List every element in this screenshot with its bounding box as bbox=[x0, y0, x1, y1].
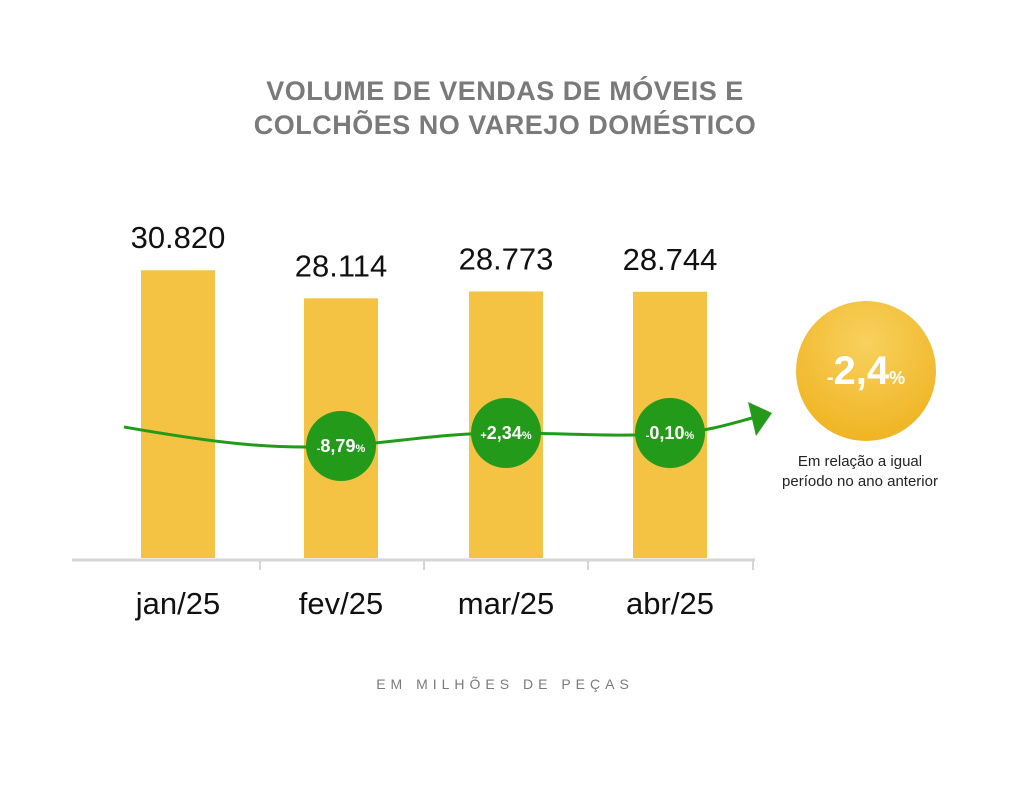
change-value-abr-25: 0,10 bbox=[649, 423, 684, 443]
change-label-fev-25: -8,79% bbox=[317, 436, 366, 456]
x-tick-label-mar-25: mar/25 bbox=[458, 586, 554, 621]
change-sign-abr-25: - bbox=[646, 430, 650, 442]
summary-sign: - bbox=[827, 367, 834, 389]
bars-group: 30.820 28.114 28.773 28.744 bbox=[131, 220, 718, 558]
change-value-fev-25: 8,79 bbox=[320, 436, 355, 456]
change-label-abr-25: -0,10% bbox=[646, 423, 695, 443]
x-tick-label-abr-25: abr/25 bbox=[626, 586, 714, 621]
trend-arrowhead bbox=[748, 402, 772, 436]
summary-value: 2,4 bbox=[834, 349, 890, 393]
x-tick-label-fev-25: fev/25 bbox=[299, 586, 383, 621]
chart-title: VOLUME DE VENDAS DE MÓVEIS E COLCHÕES NO… bbox=[0, 74, 1010, 142]
comparison-note-line-2: período no ano anterior bbox=[782, 473, 938, 490]
value-label-mar-25: 28.773 bbox=[459, 241, 554, 276]
change-unit-abr-25: % bbox=[684, 430, 694, 442]
change-value-mar-25: 2,34 bbox=[487, 423, 522, 443]
x-tick-label-jan-25: jan/25 bbox=[135, 586, 220, 621]
x-axis: jan/25 fev/25 mar/25 abr/25 bbox=[72, 558, 755, 621]
unit-note: EM MILHÕES DE PEÇAS bbox=[376, 676, 634, 692]
change-badge-mar-25 bbox=[471, 398, 541, 468]
summary-badge bbox=[796, 301, 936, 441]
summary-badge-group: -2,4% bbox=[796, 301, 936, 441]
bar-jan-25 bbox=[141, 270, 215, 558]
change-unit-mar-25: % bbox=[522, 430, 532, 442]
comparison-note-line-1: Em relação a igual bbox=[797, 453, 923, 470]
comparison-note: Em relação a igual período no ano anteri… bbox=[760, 452, 960, 492]
change-sign-fev-25: - bbox=[317, 443, 321, 455]
change-badge-abr-25 bbox=[635, 398, 705, 468]
chart-title-line-2: COLCHÕES NO VAREJO DOMÉSTICO bbox=[253, 110, 757, 140]
change-label-mar-25: +2,34% bbox=[480, 423, 531, 443]
change-badges-group: -8,79%+2,34% -0,10% bbox=[306, 398, 705, 481]
chart-title-line-1: VOLUME DE VENDAS DE MÓVEIS E bbox=[266, 76, 744, 106]
change-sign-mar-25: + bbox=[480, 430, 486, 442]
value-label-abr-25: 28.744 bbox=[623, 242, 718, 277]
value-label-fev-25: 28.114 bbox=[295, 248, 388, 283]
summary-unit: % bbox=[889, 368, 905, 388]
change-badge-fev-25 bbox=[306, 411, 376, 481]
summary-label: -2,4% bbox=[827, 349, 905, 393]
value-label-jan-25: 30.820 bbox=[131, 220, 226, 255]
change-unit-fev-25: % bbox=[355, 443, 365, 455]
